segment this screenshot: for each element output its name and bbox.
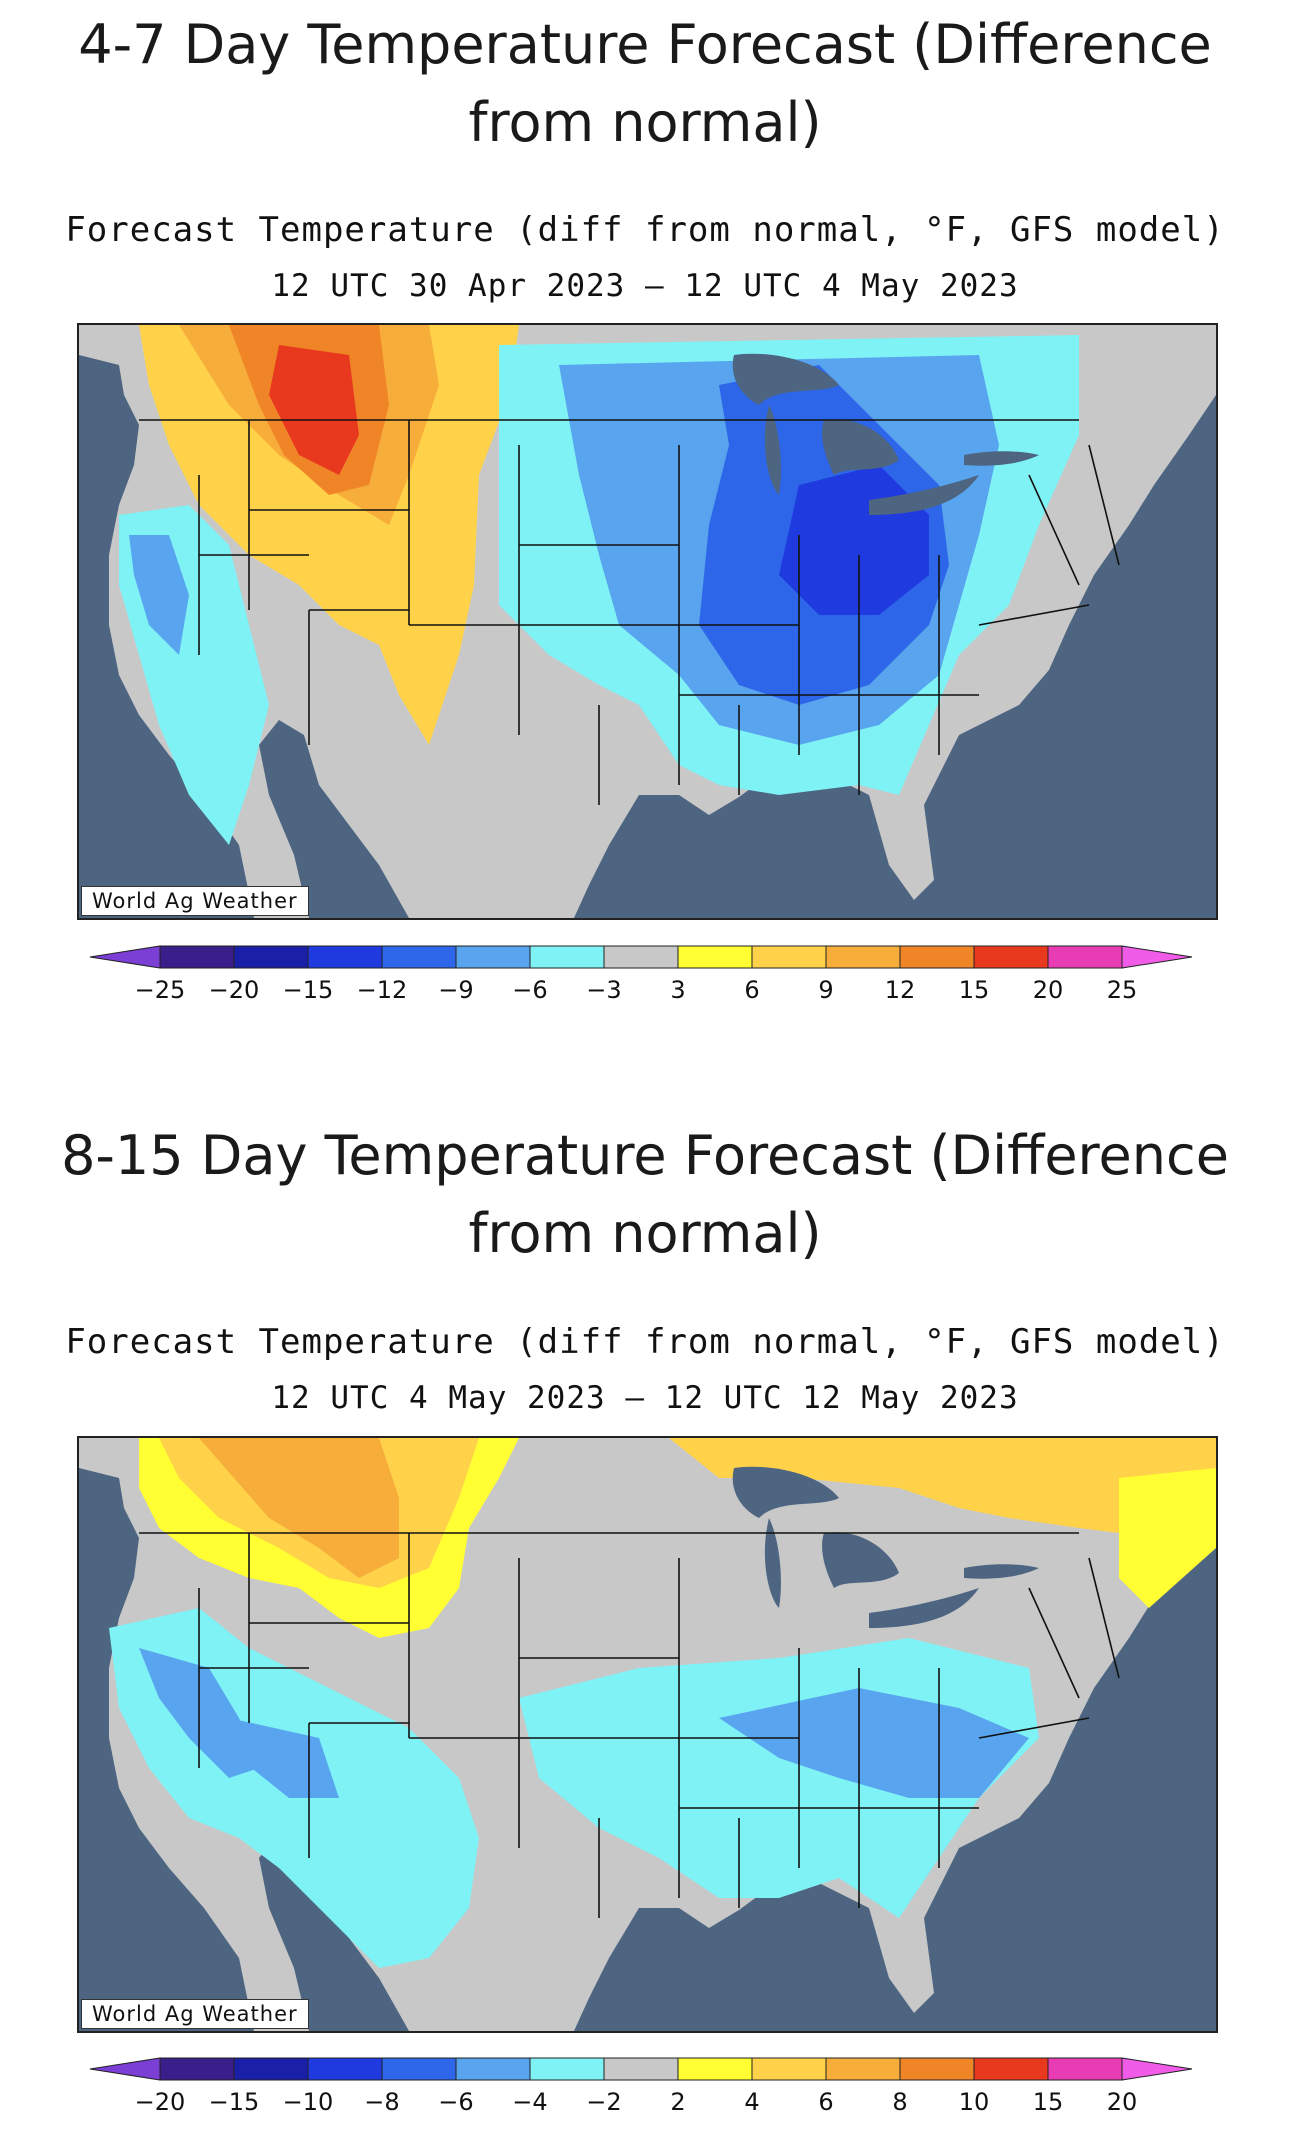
scale-swatch: [899, 945, 975, 969]
scale-swatch: [899, 2057, 975, 2081]
scale-tick-label: −2: [586, 2088, 621, 2116]
scale-swatch: [825, 2057, 901, 2081]
scale-tick-label: 25: [1107, 976, 1138, 1004]
scale-tick-label: −20: [209, 976, 260, 1004]
scale-tick-label: 8: [892, 2088, 907, 2116]
scale-swatch: [381, 2057, 457, 2081]
scale-tick-label: 12: [885, 976, 916, 1004]
scale-swatch: [455, 945, 531, 969]
color-scale-bar: −25 −20 −15 −12 −9 −6 −3 3 6 9 12 15 20 25: [89, 945, 1193, 1004]
scale-swatch: [1047, 2057, 1123, 2081]
scale-tick-label: −12: [357, 976, 408, 1004]
scale-swatch: [677, 2057, 753, 2081]
scale-tick-label: 15: [959, 976, 990, 1004]
scale-tick-label: 20: [1033, 976, 1064, 1004]
scale-tick-label: −25: [135, 976, 186, 1004]
scale-tick-label: 3: [670, 976, 685, 1004]
region-cold: [719, 1688, 1029, 1798]
scale-tick-label: −6: [438, 2088, 473, 2116]
scale-tick-label: 9: [818, 976, 833, 1004]
scale-tick-label: −4: [512, 2088, 547, 2116]
scale-tick-label: 2: [670, 2088, 685, 2116]
color-scale: −20 −15 −10 −8 −6 −4 −2 2 4 6 8 10 15 20: [0, 2050, 1290, 2130]
scale-swatch: [529, 2057, 605, 2081]
scale-swatch: [751, 2057, 827, 2081]
state-borders: [139, 1532, 1120, 1918]
scale-swatch: [381, 945, 457, 969]
watermark: World Ag Weather: [81, 1999, 309, 2029]
map-canvas: [79, 1438, 1216, 2031]
scale-swatch: [677, 945, 753, 969]
figure-title: Forecast Temperature (diff from normal, …: [65, 210, 1225, 250]
scale-tick-label: −3: [586, 976, 621, 1004]
scale-swatch: [603, 945, 679, 969]
scale-tick-label: 15: [1033, 2088, 1064, 2116]
scale-swatch: [751, 945, 827, 969]
scale-swatch: [159, 945, 235, 969]
scale-arrow-low: [89, 2057, 161, 2081]
region-northeast-warm: [669, 1438, 1216, 1538]
scale-swatch: [1047, 945, 1123, 969]
scale-tick-label: −20: [135, 2088, 186, 2116]
figure-title: Forecast Temperature (diff from normal, …: [65, 1322, 1225, 1362]
figure-period: 12 UTC 30 Apr 2023 – 12 UTC 4 May 2023: [271, 268, 1019, 304]
scale-tick-label: −6: [512, 976, 547, 1004]
forecast-map: World Ag Weather: [77, 323, 1218, 920]
watermark: World Ag Weather: [81, 886, 309, 916]
scale-swatch: [603, 2057, 679, 2081]
scale-swatch: [825, 945, 901, 969]
region-southwest-cold: [229, 1718, 339, 1798]
figure-period: 12 UTC 4 May 2023 – 12 UTC 12 May 2023: [271, 1380, 1019, 1416]
color-scale: −25 −20 −15 −12 −9 −6 −3 3 6 9 12 15 20 25: [0, 938, 1290, 1018]
scale-swatch: [973, 945, 1049, 969]
scale-swatch: [159, 2057, 235, 2081]
scale-tick-label: −8: [364, 2088, 399, 2116]
scale-swatch: [233, 945, 309, 969]
scale-tick-label: −15: [283, 976, 334, 1004]
scale-tick-label: −10: [283, 2088, 334, 2116]
panel-heading: 4-7 Day Temperature Forecast (Difference…: [78, 13, 1212, 154]
scale-swatch: [233, 2057, 309, 2081]
forecast-map: World Ag Weather: [77, 1436, 1218, 2033]
scale-arrow-high: [1121, 945, 1193, 969]
scale-swatch: [973, 2057, 1049, 2081]
color-scale-bar: −20 −15 −10 −8 −6 −4 −2 2 4 6 8 10 15 20: [89, 2057, 1193, 2116]
scale-swatch: [455, 2057, 531, 2081]
great-lakes: [732, 353, 1039, 515]
scale-swatch: [307, 945, 383, 969]
scale-swatch: [529, 945, 605, 969]
scale-arrow-high: [1121, 2057, 1193, 2081]
scale-tick-label: 20: [1107, 2088, 1138, 2116]
region-maine-warm: [1119, 1468, 1216, 1608]
scale-tick-label: 4: [744, 2088, 759, 2116]
panel-heading: 8-15 Day Temperature Forecast (Differenc…: [61, 1124, 1229, 1265]
scale-swatch: [307, 2057, 383, 2081]
map-canvas: [79, 325, 1216, 918]
scale-tick-label: 6: [818, 2088, 833, 2116]
scale-tick-label: 6: [744, 976, 759, 1004]
scale-tick-label: 10: [959, 2088, 990, 2116]
region-warmer: [199, 1438, 399, 1578]
region-west-cold: [129, 535, 189, 655]
state-borders: [139, 419, 1120, 805]
scale-tick-label: −15: [209, 2088, 260, 2116]
region-hot: [269, 345, 359, 475]
scale-arrow-low: [89, 945, 161, 969]
great-lakes: [732, 1466, 1039, 1628]
scale-tick-label: −9: [438, 976, 473, 1004]
